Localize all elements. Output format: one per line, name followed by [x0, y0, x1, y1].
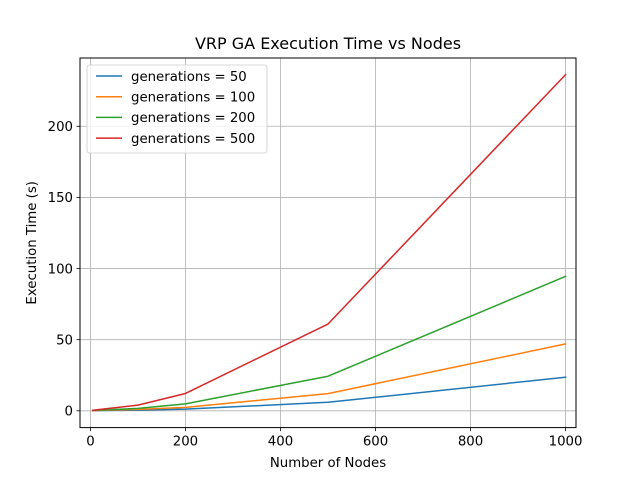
x-tick-label: 0: [86, 435, 94, 450]
legend-label-3: generations = 200: [131, 111, 255, 126]
chart-title: VRP GA Execution Time vs Nodes: [195, 34, 461, 53]
x-tick-label: 800: [458, 435, 483, 450]
x-axis-title: Number of Nodes: [270, 456, 386, 471]
y-axis-title: Execution Time (s): [25, 181, 40, 305]
legend-box: [86, 64, 268, 154]
series-line-4: [92, 73, 567, 412]
legend: generations = 50 generations = 100 generat…: [86, 64, 268, 154]
y-tick-label: 100: [48, 262, 73, 277]
y-tick-label: 150: [48, 191, 73, 206]
grid-lines: [80, 58, 576, 428]
x-tick-label: 200: [173, 435, 198, 450]
x-tick-label: 600: [363, 435, 388, 450]
legend-label-2: generations = 100: [131, 91, 255, 106]
y-tick-label: 200: [48, 120, 73, 135]
y-tick-label: 0: [65, 405, 73, 420]
x-tick-label: 1000: [549, 435, 583, 450]
x-tick-label: 400: [268, 435, 293, 450]
legend-label-4: generations = 500: [131, 132, 255, 147]
legend-label-1: generations = 50: [131, 70, 247, 85]
series-line-3: [92, 275, 567, 412]
y-tick-label: 50: [56, 333, 73, 348]
x-axis-ticks: 0 200 400 600 800 1000: [86, 427, 583, 450]
plot-frame: [79, 57, 577, 429]
y-axis-ticks: 0 50 100 150 200: [48, 120, 80, 420]
series-lines: [92, 73, 567, 412]
